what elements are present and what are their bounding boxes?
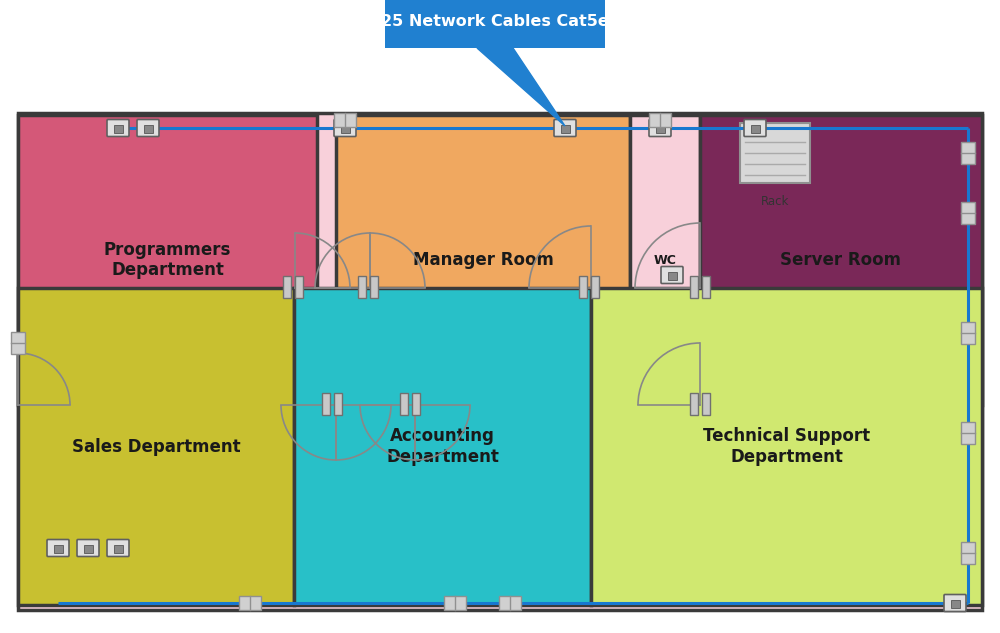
FancyBboxPatch shape: [107, 539, 129, 556]
Bar: [18, 113, 982, 610]
Bar: [700, 115, 982, 405]
Bar: [690, 276, 698, 298]
Bar: [11, 332, 25, 354]
Bar: [114, 545, 122, 553]
Bar: [690, 393, 698, 415]
Text: Accounting
Department: Accounting Department: [386, 427, 499, 466]
Bar: [499, 596, 521, 610]
Text: Programmers
Department: Programmers Department: [104, 241, 231, 279]
Bar: [370, 276, 378, 298]
Bar: [961, 422, 975, 444]
Bar: [283, 276, 291, 298]
Bar: [239, 596, 261, 610]
FancyBboxPatch shape: [554, 120, 576, 137]
Bar: [114, 125, 122, 133]
Bar: [294, 288, 591, 605]
Bar: [340, 125, 350, 133]
Text: WC: WC: [654, 253, 676, 266]
Bar: [322, 393, 330, 415]
Bar: [961, 202, 975, 224]
Text: Server Room: Server Room: [780, 251, 902, 269]
Bar: [649, 113, 671, 127]
Bar: [702, 276, 710, 298]
Text: Rack: Rack: [761, 195, 789, 208]
FancyBboxPatch shape: [944, 594, 966, 611]
Polygon shape: [477, 48, 565, 126]
Bar: [334, 393, 342, 415]
Bar: [668, 272, 676, 280]
Bar: [579, 276, 587, 298]
FancyBboxPatch shape: [47, 539, 69, 556]
Bar: [334, 113, 356, 127]
Bar: [84, 545, 92, 553]
FancyBboxPatch shape: [137, 120, 159, 137]
Bar: [18, 288, 294, 605]
Bar: [750, 125, 760, 133]
FancyBboxPatch shape: [649, 120, 671, 137]
Bar: [950, 600, 960, 608]
Bar: [961, 142, 975, 164]
Bar: [144, 125, 152, 133]
Bar: [295, 276, 303, 298]
Bar: [961, 542, 975, 564]
Text: Technical Support
Department: Technical Support Department: [703, 427, 870, 466]
Bar: [400, 393, 408, 415]
Bar: [358, 276, 366, 298]
Bar: [591, 276, 599, 298]
FancyBboxPatch shape: [334, 120, 356, 137]
Bar: [444, 596, 466, 610]
Text: Sales Department: Sales Department: [72, 437, 240, 456]
Bar: [961, 322, 975, 344]
Text: Manager Room: Manager Room: [413, 251, 553, 269]
Bar: [412, 393, 420, 415]
FancyBboxPatch shape: [77, 539, 99, 556]
FancyBboxPatch shape: [385, 0, 605, 48]
Bar: [591, 288, 982, 605]
FancyBboxPatch shape: [744, 120, 766, 137]
Text: 25 Network Cables Cat5e: 25 Network Cables Cat5e: [381, 15, 609, 30]
FancyBboxPatch shape: [107, 120, 129, 137]
Bar: [336, 115, 630, 405]
Bar: [656, 125, 664, 133]
Bar: [740, 123, 810, 183]
Bar: [630, 115, 700, 405]
FancyBboxPatch shape: [661, 266, 683, 284]
Bar: [18, 115, 317, 405]
Bar: [54, 545, 62, 553]
Bar: [560, 125, 570, 133]
Bar: [702, 393, 710, 415]
